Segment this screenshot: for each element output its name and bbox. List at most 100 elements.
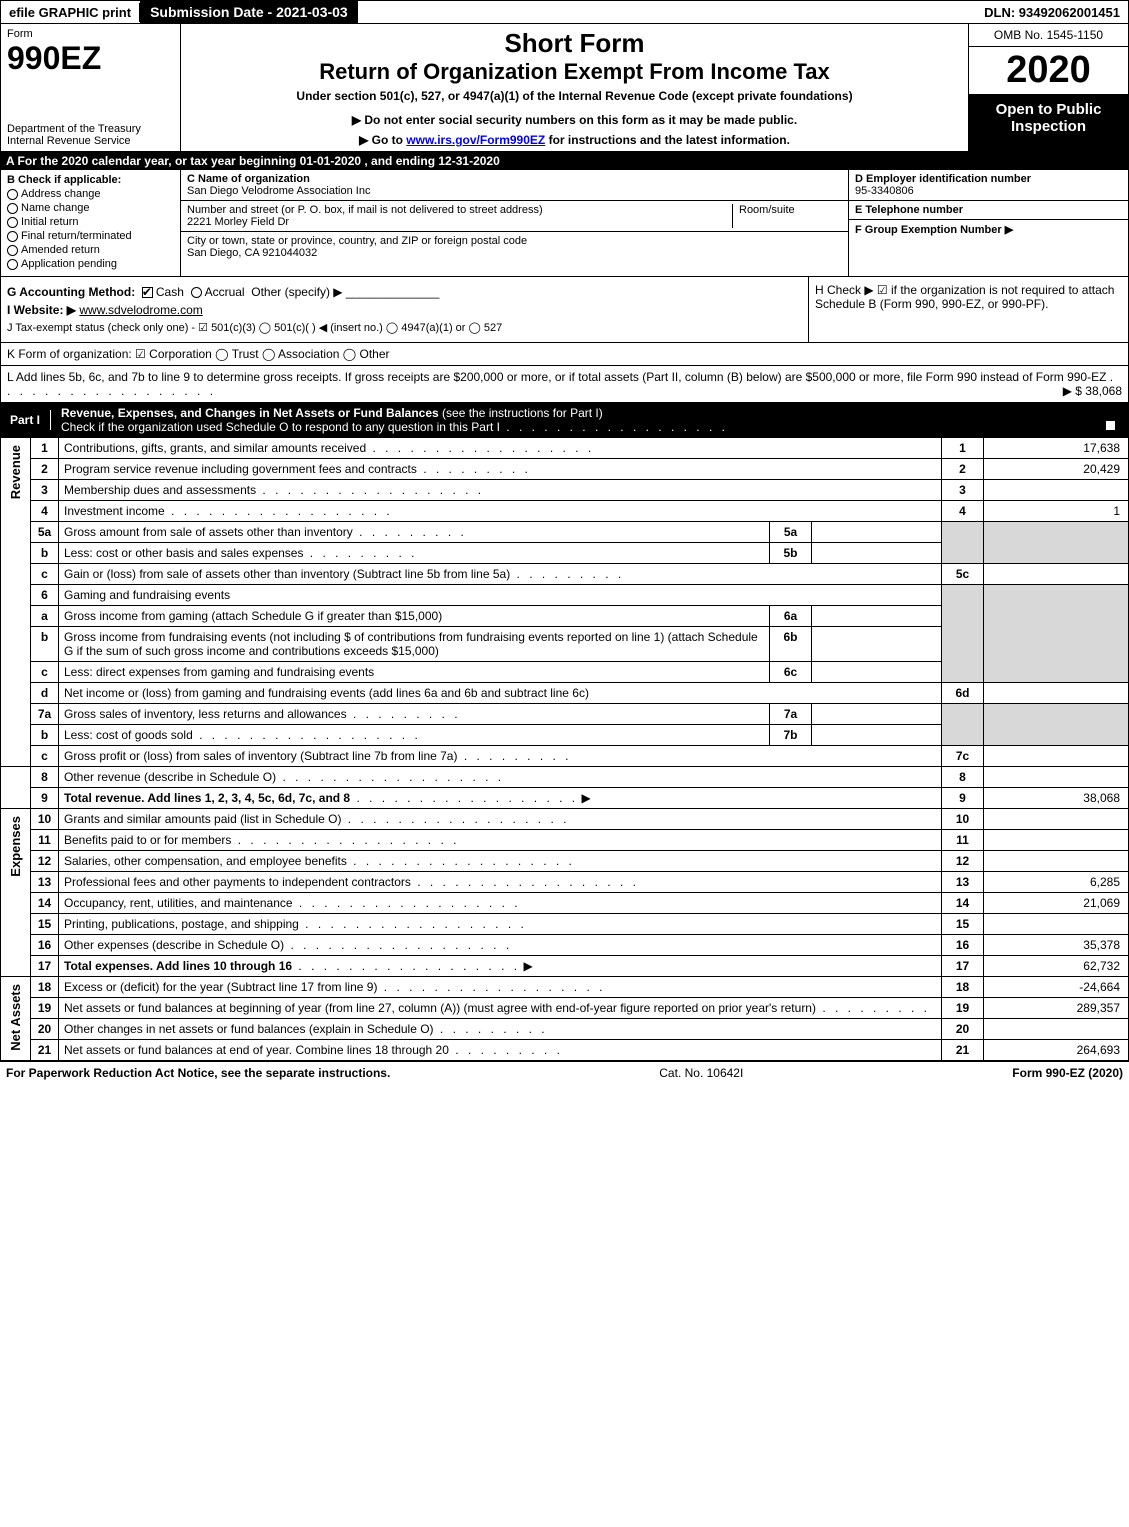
section-a: A For the 2020 calendar year, or tax yea… — [0, 152, 1129, 170]
line-13-no: 13 — [31, 872, 59, 893]
part1-title: Revenue, Expenses, and Changes in Net As… — [51, 403, 1129, 437]
expenses-label-cell: Expenses — [1, 809, 31, 977]
efile-label[interactable]: efile GRAPHIC print — [1, 3, 140, 22]
d-label: D Employer identification number — [855, 173, 1031, 185]
line-7a-desc: Gross sales of inventory, less returns a… — [59, 704, 770, 725]
c-room-label: Room/suite — [732, 204, 842, 228]
line-16-no: 16 — [31, 935, 59, 956]
revenue-label-cell: Revenue — [1, 438, 31, 767]
info-grid: B Check if applicable: Address change Na… — [0, 170, 1129, 277]
grey-7ab-val — [984, 704, 1129, 746]
line-19-val: 289,357 — [984, 998, 1129, 1019]
part1-label: Part I — [0, 410, 51, 430]
grey-6-val — [984, 585, 1129, 683]
l-amount: ▶ $ 38,068 — [1063, 384, 1122, 398]
line-7b-desc: Less: cost of goods sold — [59, 725, 770, 746]
c-name-block: C Name of organization San Diego Velodro… — [181, 170, 848, 201]
line-9-val: 38,068 — [984, 788, 1129, 809]
line-21-col: 21 — [942, 1040, 984, 1061]
header-center: Short Form Return of Organization Exempt… — [181, 24, 968, 151]
line-6-desc: Gaming and fundraising events — [59, 585, 942, 606]
line-5c-col: 5c — [942, 564, 984, 585]
line-1-val: 17,638 — [984, 438, 1129, 459]
line-21-val: 264,693 — [984, 1040, 1129, 1061]
c-city-block: City or town, state or province, country… — [181, 232, 848, 262]
f-label: F Group Exemption Number ▶ — [855, 224, 1013, 236]
line-4-desc: Investment income — [59, 501, 942, 522]
section-e: E Telephone number — [849, 201, 1128, 220]
line-11-col: 11 — [942, 830, 984, 851]
section-k: K Form of organization: ☑ Corporation ◯ … — [0, 343, 1129, 366]
line-8-desc: Other revenue (describe in Schedule O) — [59, 767, 942, 788]
goto-post: for instructions and the latest informat… — [545, 133, 790, 147]
line-19-col: 19 — [942, 998, 984, 1019]
b-final-return[interactable]: Final return/terminated — [7, 230, 174, 242]
g-accrual-check[interactable] — [191, 287, 202, 298]
line-2-no: 2 — [31, 459, 59, 480]
line-5a-subval — [812, 522, 942, 543]
e-label: E Telephone number — [855, 204, 963, 216]
line-1-no: 1 — [31, 438, 59, 459]
line-7c-desc: Gross profit or (loss) from sales of inv… — [59, 746, 942, 767]
line-10-col: 10 — [942, 809, 984, 830]
footer-right: Form 990-EZ (2020) — [1012, 1066, 1123, 1080]
line-13-val: 6,285 — [984, 872, 1129, 893]
line-9-col: 9 — [942, 788, 984, 809]
grey-5ab-val — [984, 522, 1129, 564]
b-name-change[interactable]: Name change — [7, 202, 174, 214]
section-j: J Tax-exempt status (check only one) - ☑… — [7, 321, 802, 334]
revenue-tail — [1, 767, 31, 809]
line-12-val — [984, 851, 1129, 872]
g-accrual: Accrual — [205, 285, 245, 299]
line-12-desc: Salaries, other compensation, and employ… — [59, 851, 942, 872]
goto-row: ▶ Go to www.irs.gov/Form990EZ for instru… — [189, 133, 960, 147]
dln: DLN: 93492062001451 — [976, 3, 1128, 22]
b-amended[interactable]: Amended return — [7, 244, 174, 256]
grey-6 — [942, 585, 984, 683]
line-1-col: 1 — [942, 438, 984, 459]
b-initial-return[interactable]: Initial return — [7, 216, 174, 228]
b-app-pending[interactable]: Application pending — [7, 258, 174, 270]
line-11-desc: Benefits paid to or for members — [59, 830, 942, 851]
g-label: G Accounting Method: — [7, 285, 135, 299]
part1-check-box[interactable] — [1105, 420, 1116, 431]
g-cash-check[interactable] — [142, 287, 153, 298]
c-addr-value: 2221 Morley Field Dr — [187, 216, 289, 228]
line-5b-subval — [812, 543, 942, 564]
line-13-desc: Professional fees and other payments to … — [59, 872, 942, 893]
c-addr-block: Number and street (or P. O. box, if mail… — [181, 201, 848, 232]
submission-date: Submission Date - 2021-03-03 — [140, 1, 358, 23]
goto-link[interactable]: www.irs.gov/Form990EZ — [406, 133, 545, 147]
line-5c-desc: Gain or (loss) from sale of assets other… — [59, 564, 942, 585]
line-18-val: -24,664 — [984, 977, 1129, 998]
b-address-change[interactable]: Address change — [7, 188, 174, 200]
line-15-col: 15 — [942, 914, 984, 935]
netassets-label-cell: Net Assets — [1, 977, 31, 1061]
line-17-col: 17 — [942, 956, 984, 977]
line-9-no: 9 — [31, 788, 59, 809]
return-title: Return of Organization Exempt From Incom… — [189, 59, 960, 85]
line-17-val: 62,732 — [984, 956, 1129, 977]
line-6c-sub: 6c — [770, 662, 812, 683]
section-i: I Website: ▶ www.sdvelodrome.com — [7, 303, 802, 317]
line-6-no: 6 — [31, 585, 59, 606]
i-value[interactable]: www.sdvelodrome.com — [79, 303, 202, 317]
line-6c-subval — [812, 662, 942, 683]
line-3-no: 3 — [31, 480, 59, 501]
top-bar: efile GRAPHIC print Submission Date - 20… — [0, 0, 1129, 24]
form-number: 990EZ — [7, 40, 174, 77]
line-17-desc: Total expenses. Add lines 10 through 16 … — [59, 956, 942, 977]
c-city-label: City or town, state or province, country… — [187, 235, 527, 247]
section-l: L Add lines 5b, 6c, and 7b to line 9 to … — [0, 366, 1129, 403]
page-footer: For Paperwork Reduction Act Notice, see … — [0, 1061, 1129, 1084]
line-2-val: 20,429 — [984, 459, 1129, 480]
section-g: G Accounting Method: Cash Accrual Other … — [7, 285, 802, 299]
line-7b-sub: 7b — [770, 725, 812, 746]
under-section: Under section 501(c), 527, or 4947(a)(1)… — [189, 89, 960, 103]
line-11-val — [984, 830, 1129, 851]
line-9-desc: Total revenue. Add lines 1, 2, 3, 4, 5c,… — [59, 788, 942, 809]
line-6b-desc: Gross income from fundraising events (no… — [59, 627, 770, 662]
line-6d-val — [984, 683, 1129, 704]
footer-left: For Paperwork Reduction Act Notice, see … — [6, 1066, 390, 1080]
line-3-val — [984, 480, 1129, 501]
